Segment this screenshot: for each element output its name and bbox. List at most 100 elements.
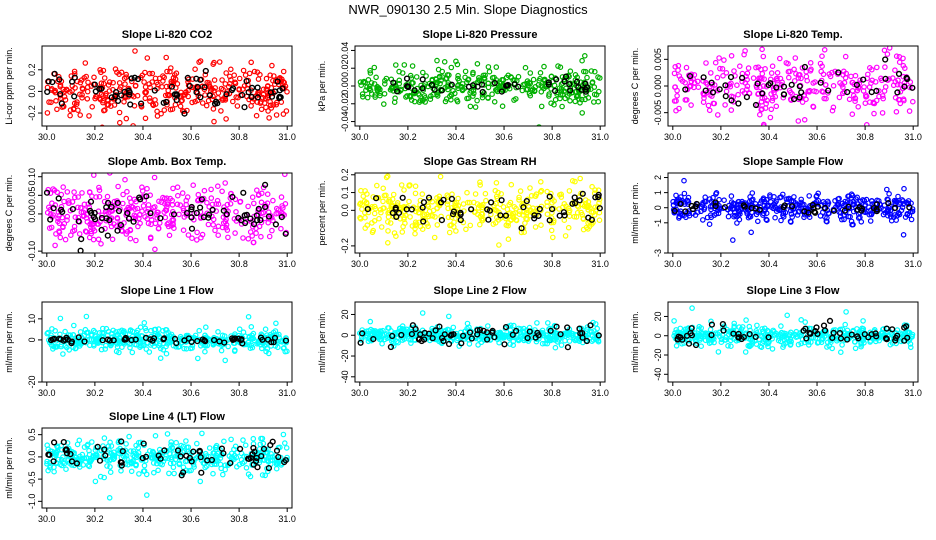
point: [104, 193, 111, 200]
point: [89, 104, 96, 110]
point: [79, 95, 85, 101]
points: [670, 177, 916, 243]
point: [139, 208, 145, 215]
point: [526, 328, 533, 335]
point: [893, 109, 900, 115]
point: [245, 339, 252, 346]
point: [801, 63, 809, 71]
point: [161, 74, 168, 81]
y-tick-label: 0: [27, 337, 37, 342]
point: [142, 95, 149, 102]
point: [45, 451, 52, 458]
point: [481, 337, 488, 343]
point: [494, 333, 501, 340]
point: [240, 235, 246, 241]
point: [131, 74, 138, 81]
point: [84, 88, 91, 95]
point: [419, 69, 426, 76]
point: [363, 199, 370, 206]
point: [152, 326, 159, 333]
point: [149, 337, 156, 344]
point: [68, 1, 72, 5]
point: [841, 216, 847, 223]
point: [817, 213, 824, 219]
point: [123, 207, 130, 214]
point: [768, 70, 775, 76]
point: [496, 339, 502, 346]
point: [855, 335, 862, 342]
point: [386, 325, 392, 331]
panel-title: Slope Line 1 Flow: [121, 285, 214, 297]
point: [196, 448, 203, 455]
point: [44, 88, 51, 96]
point: [685, 340, 693, 347]
point: [566, 91, 573, 97]
point: [705, 102, 712, 109]
y-tick-label: -20: [653, 349, 663, 362]
point: [79, 85, 86, 92]
point: [194, 338, 201, 345]
x-tick-label: 30.2: [399, 388, 417, 398]
point: [110, 456, 117, 463]
series-all: [44, 430, 290, 501]
point: [503, 82, 510, 89]
point: [50, 205, 57, 212]
point: [876, 88, 882, 94]
point: [859, 197, 866, 203]
point: [69, 88, 75, 94]
point: [136, 215, 142, 222]
point: [562, 95, 569, 102]
point: [55, 195, 62, 202]
point: [514, 83, 522, 90]
point: [788, 97, 795, 104]
point: [484, 323, 491, 329]
point: [198, 196, 206, 203]
point: [202, 464, 209, 471]
point: [276, 87, 283, 94]
point: [507, 199, 514, 206]
point: [791, 66, 797, 73]
point: [110, 337, 117, 344]
point: [717, 65, 723, 72]
point: [183, 438, 189, 444]
point: [140, 440, 147, 447]
point: [280, 68, 287, 75]
x-tick-label: 30.6: [182, 259, 200, 269]
point: [498, 88, 505, 95]
point: [510, 214, 517, 221]
point: [48, 99, 54, 106]
series-selected: [671, 199, 913, 216]
x-tick-label: 31.0: [278, 259, 296, 269]
point: [894, 89, 901, 96]
point: [822, 82, 829, 88]
point: [527, 185, 533, 191]
point: [127, 448, 134, 454]
point: [805, 342, 812, 348]
point: [551, 101, 557, 108]
point: [413, 221, 420, 227]
point: [405, 83, 412, 91]
point: [197, 478, 204, 485]
point: [474, 97, 480, 104]
x-tick-label: 31.0: [904, 259, 922, 269]
point: [144, 185, 150, 192]
point: [209, 201, 216, 208]
x-tick-label: 30.0: [38, 132, 56, 142]
point: [75, 218, 82, 225]
y-tick-label: 0.04: [340, 42, 350, 60]
point: [170, 185, 176, 192]
point: [246, 333, 253, 340]
plot-frame: [41, 45, 293, 127]
point: [885, 200, 892, 207]
point: [281, 459, 288, 466]
point: [56, 228, 62, 235]
point: [199, 100, 206, 106]
point: [258, 331, 265, 338]
point: [829, 345, 836, 352]
point: [132, 48, 138, 54]
point: [75, 337, 81, 344]
point: [849, 221, 855, 228]
point: [530, 205, 536, 212]
point: [415, 210, 422, 216]
